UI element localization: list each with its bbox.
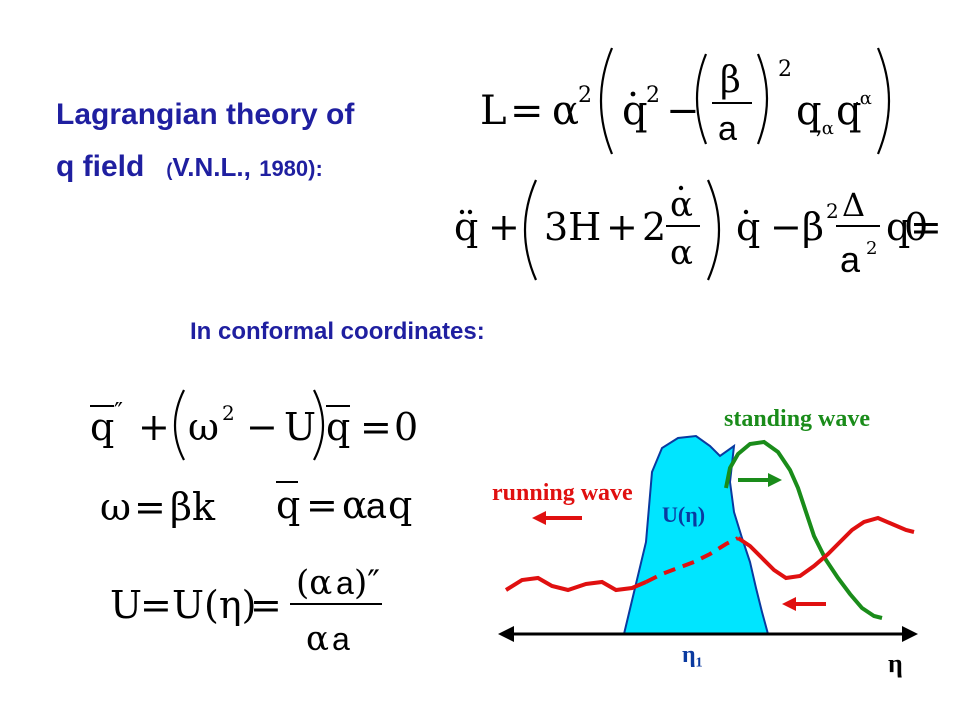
svg-text:=: =	[360, 405, 392, 449]
svg-text:=: =	[250, 583, 282, 627]
heading-line2: q field (V.N.L., 1980):	[56, 150, 323, 184]
potential-definition: U = U(η) = (α a )″ α a	[110, 556, 400, 670]
svg-text:q: q	[90, 405, 114, 449]
eta-axis-label: η	[888, 649, 903, 678]
running-wave-right	[736, 515, 915, 581]
potential-barrier	[622, 434, 770, 635]
svg-text:q: q	[886, 205, 910, 249]
svg-text:a: a	[840, 239, 861, 280]
svg-text:βk: βk	[170, 485, 216, 529]
running-wave-curve	[504, 575, 647, 593]
svg-text:−: −	[666, 88, 700, 134]
svg-text:=: =	[134, 485, 166, 529]
svg-text:a: a	[366, 485, 387, 526]
svg-text:2: 2	[578, 83, 592, 108]
svg-text:2: 2	[222, 401, 235, 425]
svg-text:q: q	[326, 405, 350, 449]
qbar-definition: q = α a q	[270, 470, 420, 544]
heading-q-field: q field	[56, 150, 145, 183]
standing-wave-label: standing wave	[724, 406, 870, 432]
svg-text:+: +	[606, 205, 638, 249]
svg-text:L: L	[480, 88, 507, 134]
svg-text:a: a	[332, 621, 350, 657]
svg-text:+: +	[138, 405, 170, 449]
reflected-wave-arrow	[782, 597, 826, 611]
svg-text:α: α	[306, 619, 329, 659]
svg-text:=: =	[306, 483, 338, 527]
citation-year: 1980):	[259, 156, 323, 181]
svg-text:Δ: Δ	[842, 186, 865, 224]
conformal-subheading: In conformal coordinates:	[190, 318, 485, 345]
svg-text:,α: ,α	[816, 118, 834, 139]
svg-text:ω: ω	[188, 405, 219, 449]
svg-text:=: =	[910, 205, 942, 249]
field-equation: q + 3H + 2 α α q − β 2 Δ a 2 q = 0	[448, 174, 942, 288]
svg-text:q: q	[796, 88, 822, 134]
svg-text:ω: ω	[100, 485, 131, 529]
running-wave-inside-barrier	[645, 536, 739, 584]
svg-text:0: 0	[904, 205, 928, 249]
standing-wave-curve	[724, 439, 883, 620]
svg-text:q: q	[276, 483, 300, 527]
svg-text:2: 2	[866, 238, 877, 259]
svg-text:+: +	[488, 205, 520, 249]
eta-axis	[498, 626, 918, 642]
svg-text:″: ″	[114, 398, 123, 426]
svg-text:q: q	[388, 483, 412, 527]
svg-text:0: 0	[394, 405, 418, 449]
svg-text:α: α	[552, 88, 579, 134]
svg-text:U: U	[110, 583, 142, 627]
svg-text:U(η): U(η)	[172, 583, 256, 627]
svg-text:q: q	[736, 205, 760, 249]
svg-text:U: U	[284, 405, 316, 449]
running-wave-left-arrow	[532, 511, 582, 525]
svg-text:)″: )″	[354, 563, 380, 603]
heading-line1: Lagrangian theory of	[56, 98, 355, 131]
svg-text:2: 2	[778, 57, 792, 82]
svg-text:q: q	[622, 88, 648, 134]
svg-text:q: q	[836, 88, 862, 134]
lagrangian-equation: L = α 2 q 2 − β a 2 q ,α q ,α	[480, 40, 900, 166]
svg-text:α: α	[670, 233, 693, 273]
svg-text:α: α	[342, 483, 368, 527]
svg-text:3H: 3H	[544, 205, 601, 249]
eta1-label: η₁	[682, 642, 703, 668]
svg-text:q: q	[454, 205, 478, 249]
svg-text:,α: ,α	[854, 88, 872, 109]
svg-text:−: −	[770, 205, 802, 249]
citation-open-paren: (	[166, 160, 173, 180]
svg-text:=: =	[510, 88, 544, 134]
svg-text:β: β	[720, 60, 741, 101]
conformal-equation: q ″ + ω 2 − U q = 0	[88, 384, 418, 468]
running-wave-label: running wave	[492, 480, 633, 506]
svg-text:a: a	[718, 110, 737, 148]
omega-definition: ω = βk	[100, 478, 240, 542]
standing-wave-arrow	[738, 473, 782, 487]
svg-text:(α: (α	[296, 563, 332, 603]
svg-text:2: 2	[646, 83, 660, 108]
potential-label: U(η)	[662, 502, 705, 527]
citation-author: V.N.L.,	[172, 152, 251, 182]
svg-text:=: =	[140, 583, 172, 627]
field-equation-zero: 0	[900, 205, 940, 260]
wave-diagram: standing wave running wave U(η) η₁ η	[492, 406, 918, 678]
svg-text:a: a	[336, 565, 354, 601]
svg-text:−: −	[246, 405, 278, 449]
svg-text:2: 2	[642, 205, 666, 249]
svg-text:β: β	[802, 205, 824, 249]
svg-text:α: α	[670, 185, 693, 225]
svg-text:2: 2	[826, 199, 839, 223]
